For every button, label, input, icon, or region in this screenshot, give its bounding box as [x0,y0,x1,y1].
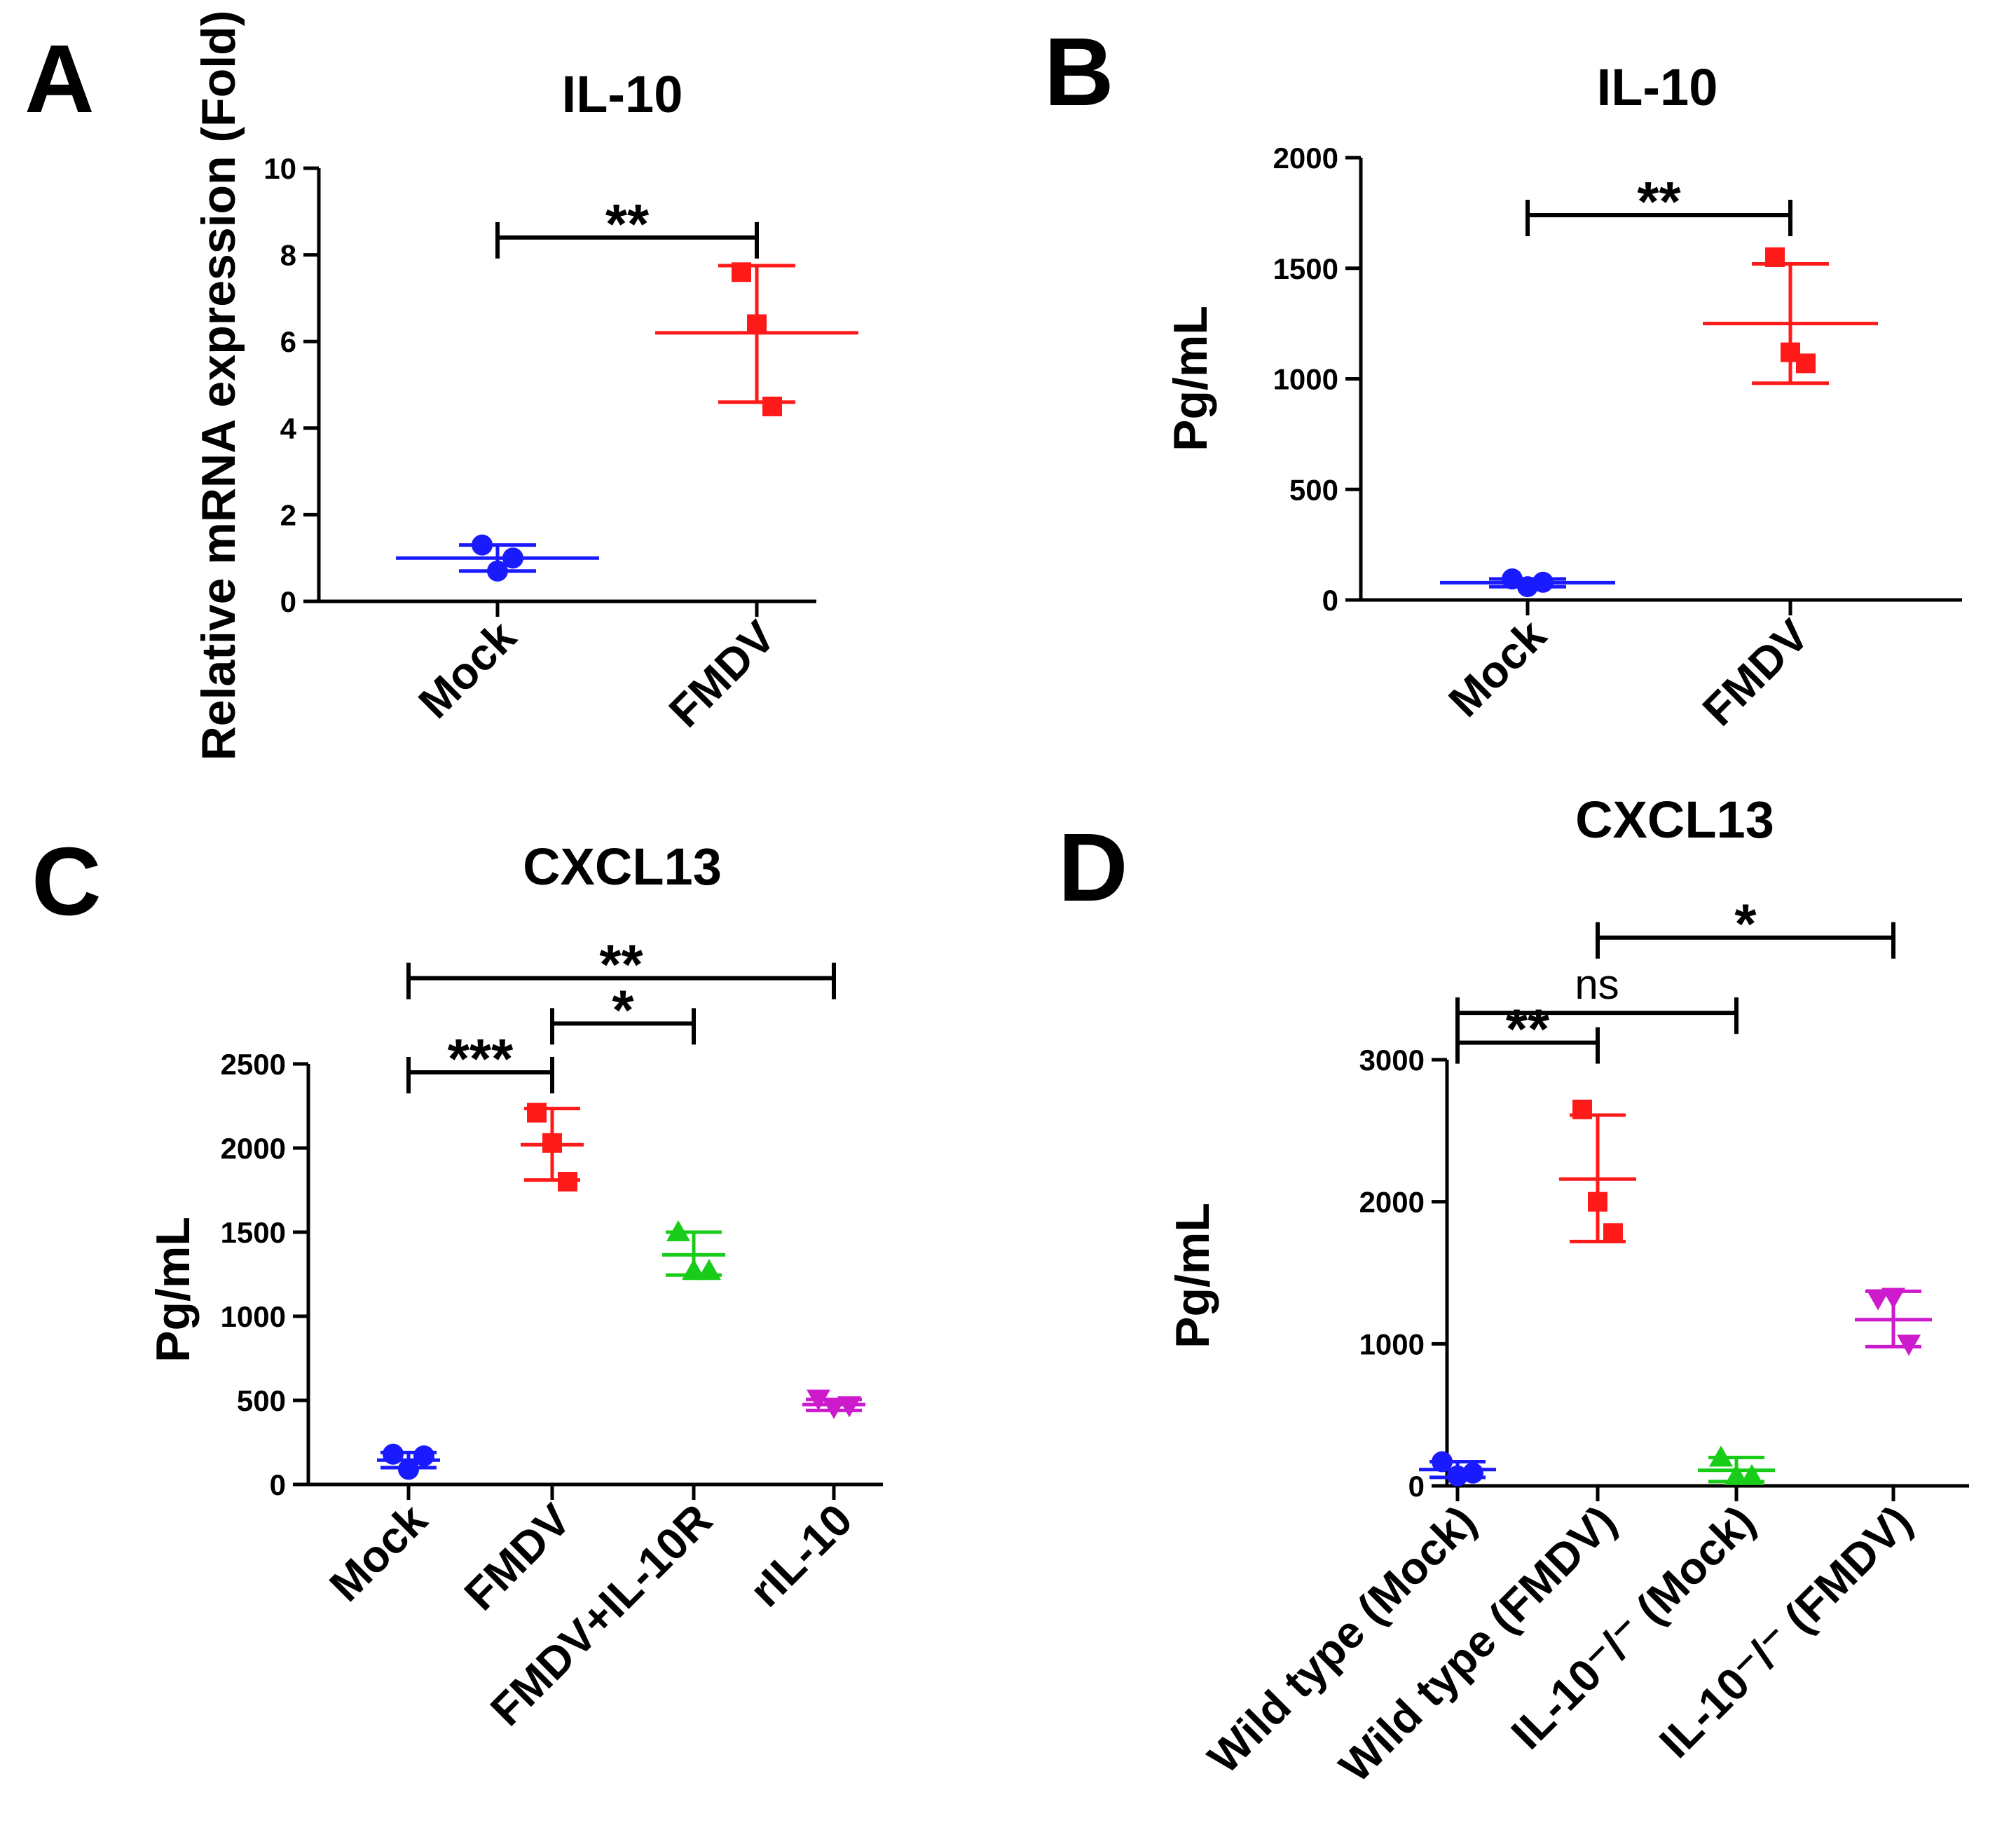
x-category-label: FMDV [1693,610,1818,735]
data-point [1881,1288,1905,1309]
panel-a: A IL-10 Relative mRNA expression (Fold) 0 2 4… [25,11,858,761]
panel-letter: C [32,828,102,936]
data-point [1724,1463,1748,1485]
significance-label: * [1734,893,1757,955]
data-point [1796,353,1816,374]
data-point [837,1396,861,1418]
data-point [472,534,493,556]
data-point [558,1172,577,1191]
significance-label: ** [605,193,650,255]
data-point [502,547,523,569]
data-point [383,1443,404,1465]
y-tick-label: 0 [270,1468,286,1501]
y-tick-label: 500 [1289,473,1338,506]
significance-label: *** [448,1027,514,1090]
data-point [1462,1462,1483,1484]
data-point [398,1459,419,1480]
y-tick-label: 1000 [221,1300,286,1333]
chart-title: CXCL13 [523,838,722,896]
chart-title: CXCL13 [1575,791,1774,849]
data-point [822,1398,846,1419]
y-axis-label: Pg/mL [146,1217,200,1363]
y-tick-label: 0 [1322,584,1338,617]
y-tick-label: 0 [280,585,296,618]
data-point [697,1259,721,1281]
data-point [1588,1191,1607,1212]
data-point [1532,571,1554,593]
significance-label: ** [599,934,643,996]
data-point [807,1389,830,1411]
significance-label: ** [1637,170,1681,233]
x-category-label: Mock [320,1494,437,1611]
y-tick-label: 2000 [1359,1186,1425,1219]
x-category-label: Wild type (Mock) [1198,1496,1486,1783]
y-tick-label: 8 [280,239,296,272]
chart-title: IL-10 [562,65,683,123]
y-tick-label: 1000 [1273,363,1338,396]
y-tick-label: 2000 [1273,142,1338,175]
panel-letter: B [1044,18,1114,126]
panel-b: B IL-10 Pg/mL 0 500 1000 1500 2000 Mock FMDV ** [1044,18,1962,735]
y-tick-label: 4 [280,412,297,445]
y-tick-label: 500 [237,1384,286,1417]
y-tick-label: 1500 [1273,252,1338,285]
y-tick-label: 3000 [1359,1044,1425,1077]
y-tick-label: 10 [263,152,296,185]
x-category-label: Mock [409,611,526,728]
data-point [1603,1223,1623,1243]
y-axis-label: Pg/mL [1164,306,1217,451]
data-point [732,262,751,282]
y-axis-label: Relative mRNA expression (Fold) [192,11,245,761]
x-category-label: Mock [1439,610,1556,727]
data-point [527,1102,547,1123]
data-point [1765,247,1785,267]
data-point [666,1220,690,1241]
data-point [682,1259,706,1281]
x-category-label: rIL-10 [740,1494,862,1616]
data-point [762,396,782,416]
x-category-label: FMDV [455,1494,580,1620]
chart-title: IL-10 [1597,58,1718,116]
panel-c: C CXCL13 Pg/mL 0 500 1000 1500 2000 2500 Mock FMDV… [32,828,883,1735]
panel-d: D CXCL13 Pg/mL 0 1000 2000 3000 Wild type (Mock… [1058,791,1969,1792]
x-category-label: FMDV [659,611,785,737]
y-tick-label: 2000 [221,1132,286,1165]
y-tick-label: 6 [280,325,296,358]
significance-label: ns [1575,961,1619,1008]
data-point [413,1445,434,1467]
y-tick-label: 1000 [1359,1327,1425,1360]
significance-label: ** [1506,998,1550,1060]
panel-letter: A [25,25,95,133]
y-tick-label: 0 [1408,1470,1425,1503]
data-point [1866,1289,1890,1311]
data-point [747,314,767,334]
data-point [542,1133,562,1153]
data-point [487,560,508,582]
y-tick-label: 2500 [221,1048,286,1081]
data-point [1432,1451,1453,1473]
data-point [1709,1445,1733,1467]
y-axis-label: Pg/mL [1166,1203,1219,1348]
data-point [1572,1099,1592,1119]
y-tick-label: 1500 [221,1216,286,1249]
data-point [1740,1463,1764,1485]
y-tick-label: 2 [280,498,296,531]
significance-label: * [612,978,634,1041]
panel-letter: D [1058,814,1128,922]
data-point [1897,1334,1921,1356]
